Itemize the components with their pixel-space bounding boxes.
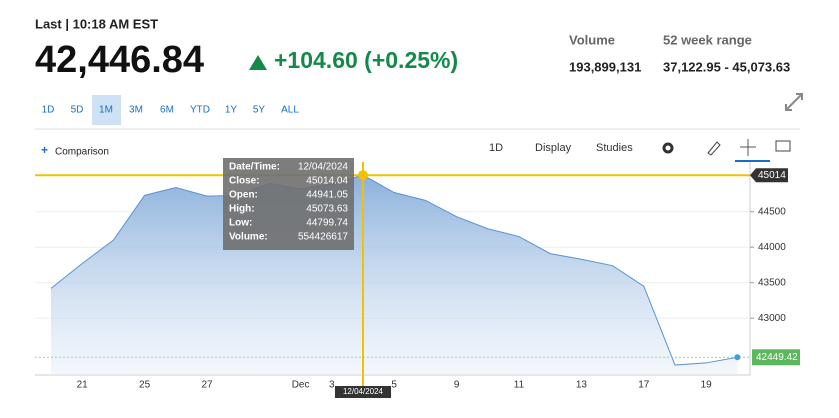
range-buttons: 1D 5D 1M 3M 6M YTD 1Y 5Y ALL — [42, 95, 299, 125]
comment-icon[interactable] — [775, 140, 791, 152]
studies[interactable]: Studies — [596, 142, 633, 154]
range-button[interactable]: 1D — [42, 105, 55, 116]
draw-icon[interactable] — [707, 141, 721, 156]
x-tick-label: Dec — [292, 380, 310, 391]
tooltip-value: 554426617 — [298, 232, 348, 243]
active-button-bg — [92, 95, 121, 125]
interval[interactable]: 1D — [489, 142, 503, 154]
crosshair-date-box — [335, 386, 391, 398]
tooltip-label: Open: — [229, 190, 258, 201]
tooltip-bg — [223, 158, 354, 250]
area — [51, 175, 738, 375]
x-tick-label: 25 — [139, 380, 151, 391]
crosshair-dot — [358, 170, 368, 181]
change: +104.60 (+0.25%) — [274, 47, 458, 73]
x-tick-label: 5 — [391, 380, 397, 391]
x-tick-label: 9 — [454, 380, 460, 391]
crosshair-price-box — [750, 168, 788, 183]
range-button[interactable]: 5Y — [253, 105, 266, 116]
x-tick-label: 17 — [638, 380, 650, 391]
volume-label: Volume — [569, 32, 615, 47]
price: 42,446.84 — [35, 39, 204, 81]
last-price-box — [752, 349, 800, 366]
last-time: Last | 10:18 AM EST — [35, 16, 158, 31]
range: 37,122.95 - 45,073.63 — [663, 59, 790, 74]
comparison[interactable]: Comparison — [55, 147, 109, 158]
plus: + — [41, 143, 48, 157]
x-tick-label: 3 — [329, 380, 335, 391]
tooltip-label: Low: — [229, 218, 252, 229]
x-tick-label: 13 — [576, 380, 588, 391]
y-tick-label: 43000 — [758, 313, 786, 324]
volume: 193,899,131 — [569, 59, 641, 74]
range-button[interactable]: YTD — [190, 105, 210, 116]
tooltip-label: Close: — [229, 176, 260, 187]
y-tick-label: 43500 — [758, 277, 786, 288]
up-arrow — [249, 55, 267, 70]
crosshair-date: 12/04/2024 — [343, 387, 384, 396]
x-tick-label: 19 — [701, 380, 713, 391]
range-label: 52 week range — [663, 32, 752, 47]
settings-icon[interactable] — [662, 142, 674, 154]
y-tick-label: 44500 — [758, 206, 786, 217]
tooltip-label: Volume: — [229, 232, 268, 243]
y-tick-label: 44000 — [758, 242, 786, 253]
plot: 43000 43500 44000 44500 42449.42 21 25 27 Dec 3 5 9… — [35, 158, 800, 398]
tooltip-value: 45073.63 — [306, 204, 348, 215]
range-button[interactable]: 3M — [129, 105, 143, 116]
range-button[interactable]: 5D — [71, 105, 84, 116]
line — [50, 174, 738, 366]
range-button[interactable]: ALL — [281, 105, 299, 116]
tooltip-value: 12/04/2024 — [298, 162, 348, 173]
display[interactable]: Display — [535, 142, 572, 154]
tooltip-value: 44941.05 — [306, 190, 348, 201]
x-tick-label: 27 — [201, 380, 213, 391]
tooltip-value: 45014.04 — [306, 176, 348, 187]
range-button[interactable]: 1M — [99, 105, 113, 116]
range-button[interactable]: 1Y — [225, 105, 238, 116]
tooltip-value: 44799.74 — [306, 218, 348, 229]
last-price-label: 42449.42 — [756, 352, 798, 363]
tooltip-label: High: — [229, 204, 255, 215]
x-tick-label: 21 — [77, 380, 89, 391]
tooltip-label: Date/Time: — [229, 162, 280, 173]
crosshair-icon[interactable] — [740, 139, 756, 156]
range-button[interactable]: 6M — [160, 105, 174, 116]
last-point — [734, 354, 741, 361]
expand-icon[interactable] — [785, 93, 803, 111]
crosshair-price: 45014 — [758, 170, 786, 181]
x-tick-label: 11 — [514, 380, 525, 391]
